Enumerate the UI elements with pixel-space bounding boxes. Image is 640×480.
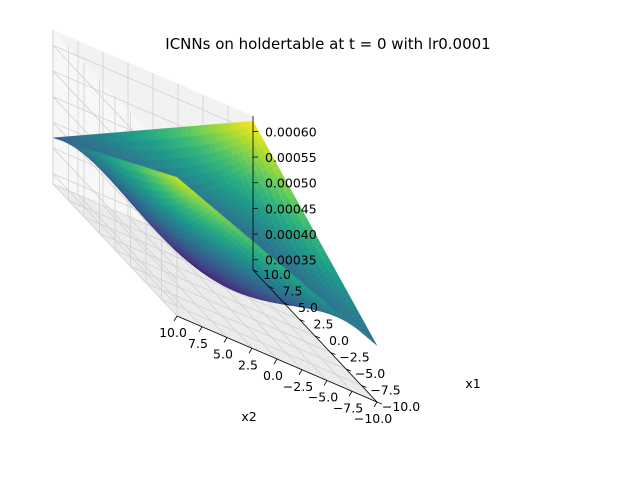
x2-tick-mark bbox=[348, 391, 353, 397]
x1-tick-label: −2.5 bbox=[339, 350, 369, 365]
x2-axis-ticks: 10.07.55.02.50.0−2.5−5.0−7.5−10.0 bbox=[159, 315, 392, 426]
grid-line bbox=[99, 233, 300, 320]
x2-tick-label: −10.0 bbox=[354, 411, 392, 426]
chart-title: ICNNs on holdertable at t = 0 with lr0.0… bbox=[165, 35, 490, 53]
x1-tick-label: 5.0 bbox=[298, 300, 318, 315]
x1-tick-label: 0.0 bbox=[329, 333, 349, 348]
x1-tick-label: −7.5 bbox=[370, 383, 400, 398]
surface-plot bbox=[52, 120, 378, 346]
x2-tick-mark bbox=[198, 326, 203, 332]
x2-tick-mark bbox=[248, 348, 253, 354]
x2-tick-label: 2.5 bbox=[238, 357, 258, 372]
x2-tick-mark bbox=[223, 337, 228, 343]
x1-axis-label: x1 bbox=[465, 376, 480, 391]
x1-tick-label: 2.5 bbox=[314, 317, 334, 332]
z-tick-label: 0.00055 bbox=[265, 150, 317, 165]
x1-tick-mark bbox=[376, 401, 383, 405]
x2-tick-label: 7.5 bbox=[188, 336, 208, 351]
x1-tick-mark bbox=[283, 302, 290, 306]
z-tick-label: 0.00040 bbox=[265, 227, 317, 242]
x2-tick-label: −2.5 bbox=[283, 379, 313, 394]
x1-axis-ticks: −10.0−7.5−5.0−2.50.02.55.07.510.0 bbox=[252, 267, 420, 414]
grid-line bbox=[52, 173, 178, 307]
surface-patch bbox=[369, 337, 378, 346]
x2-tick-label: 0.0 bbox=[263, 368, 283, 383]
x2-tick-mark bbox=[298, 369, 303, 375]
x1-tick-label: −10.0 bbox=[382, 399, 420, 414]
z-tick-label: 0.00045 bbox=[265, 201, 317, 216]
x1-tick-mark bbox=[361, 385, 367, 388]
grid-line bbox=[114, 249, 316, 337]
x2-tick-label: −7.5 bbox=[333, 400, 363, 415]
grid-line bbox=[130, 266, 331, 353]
x1-tick-mark bbox=[330, 352, 336, 355]
x2-tick-mark bbox=[173, 315, 178, 322]
x1-tick-mark bbox=[252, 269, 259, 273]
z-tick-label: 0.00035 bbox=[265, 253, 317, 268]
x2-tick-label: 10.0 bbox=[159, 325, 187, 340]
z-axis-ticks: 0.00035 0.00040 0.00045 0.00050 0.00055 0.000… bbox=[253, 124, 317, 268]
x1-tick-label: −5.0 bbox=[355, 366, 385, 381]
x1-tick-mark bbox=[299, 319, 305, 322]
grid-line bbox=[145, 282, 347, 370]
x1-tick-mark bbox=[345, 368, 352, 372]
x2-tick-mark bbox=[273, 358, 278, 365]
x2-axis-label: x2 bbox=[241, 409, 256, 424]
z-tick-label: 0.00060 bbox=[265, 124, 317, 139]
x2-tick-mark bbox=[323, 380, 328, 386]
x1-tick-label: 7.5 bbox=[283, 284, 303, 299]
x1-tick-mark bbox=[268, 286, 274, 289]
x1-tick-label: 10.0 bbox=[263, 267, 291, 282]
x2-tick-mark bbox=[373, 401, 378, 408]
z-tick-label: 0.00050 bbox=[265, 176, 317, 191]
grid-line bbox=[161, 299, 362, 386]
x1-tick-mark bbox=[314, 335, 321, 339]
grid-line bbox=[52, 147, 178, 281]
x2-tick-label: −5.0 bbox=[308, 390, 338, 405]
x2-tick-label: 5.0 bbox=[213, 347, 233, 362]
grid-line bbox=[52, 45, 254, 132]
